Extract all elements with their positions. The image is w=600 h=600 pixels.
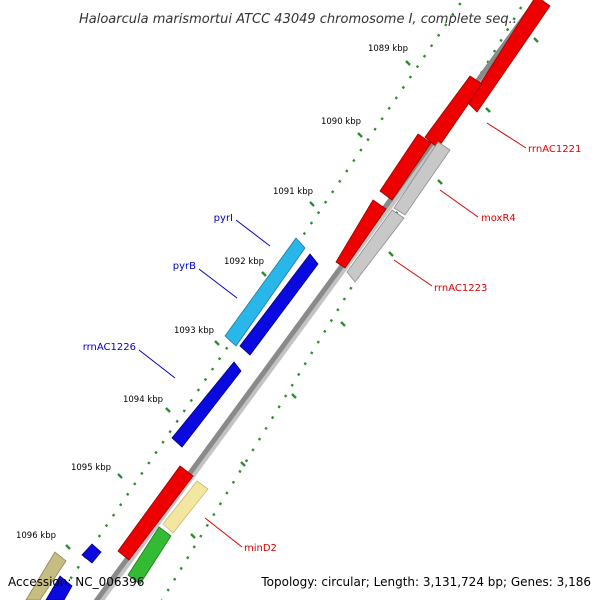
tick-label-1096: 1096 kbp (16, 531, 56, 541)
leader-rrnAC1221 (486, 122, 527, 149)
gene-arrow-blue-bottom[interactable] (45, 575, 73, 600)
tick-label-1090: 1090 kbp (321, 117, 361, 127)
tick-mark (240, 461, 246, 467)
gene-arrow-green[interactable] (127, 526, 172, 585)
tick-mark (291, 393, 297, 399)
gene-label-rrnAC1226[interactable]: rrnAC1226 (83, 342, 136, 353)
tick-mark (117, 473, 123, 479)
gene-label-pyrB[interactable]: pyrB (173, 261, 196, 272)
tick-mark (261, 271, 267, 277)
leader-rrnAC1223 (393, 259, 433, 287)
leader-minD2 (204, 517, 243, 548)
tick-mark (533, 37, 539, 43)
tick-label-1089: 1089 kbp (368, 44, 408, 54)
tick-mark (340, 321, 346, 327)
tick-label-1091: 1091 kbp (273, 187, 313, 197)
gene-label-minD2[interactable]: minD2 (244, 543, 277, 554)
outer-scale-track (160, 0, 527, 600)
gene-arrow-grey-2[interactable] (346, 209, 405, 283)
tick-label-1095: 1095 kbp (71, 463, 111, 473)
tick-mark (214, 340, 220, 346)
leader-pyrI (235, 219, 271, 247)
tick-label-1093: 1093 kbp (174, 326, 214, 336)
gene-arrow-rrnAC1226[interactable] (171, 361, 242, 448)
tick-mark (388, 251, 394, 257)
tick-mark (309, 201, 315, 207)
gene-arrow-red-2[interactable] (424, 75, 483, 149)
label-leaders (138, 122, 527, 548)
tick-mark (190, 533, 196, 539)
gene-arrow-blue-1[interactable] (239, 253, 319, 356)
reverse-strand-genes (25, 237, 319, 600)
gene-arrow-pyrI[interactable] (224, 237, 306, 347)
leader-rrnAC1226 (138, 349, 176, 379)
leader-pyrB (198, 268, 238, 299)
gene-arrow-red-lower[interactable] (117, 465, 194, 561)
gene-arrow-moxR4[interactable] (393, 141, 451, 216)
gene-arrow-rrnAC1223[interactable] (335, 199, 387, 269)
tick-mark (485, 107, 491, 113)
genome-summary-text: Topology: circular; Length: 3,131,724 bp… (260, 575, 591, 589)
tick-mark (357, 132, 363, 138)
tick-label-1092: 1092 kbp (224, 257, 264, 267)
gene-label-moxR4[interactable]: moxR4 (481, 213, 516, 224)
leader-moxR4 (439, 189, 479, 218)
tick-mark (165, 407, 171, 413)
gene-arrow-rrnAC1221[interactable] (467, 0, 551, 113)
gene-label-pyrI[interactable]: pyrI (214, 213, 233, 224)
gene-arrow-blue-small[interactable] (81, 543, 102, 564)
tick-label-1094: 1094 kbp (123, 395, 163, 405)
gene-arrow-red-3[interactable] (379, 133, 432, 201)
tick-mark (405, 60, 411, 66)
accession-text: Accession: NC_006396 (8, 575, 144, 589)
tick-mark (437, 179, 443, 185)
gene-arrow-olive[interactable] (25, 551, 67, 600)
gene-label-rrnAC1223[interactable]: rrnAC1223 (434, 283, 487, 294)
map-title: Haloarcula marismortui ATCC 43049 chromo… (79, 12, 521, 27)
gene-arrow-minD2[interactable] (162, 480, 209, 534)
forward-strand-genes (117, 0, 551, 585)
gene-label-rrnAC1221[interactable]: rrnAC1221 (528, 144, 581, 155)
tick-marks (65, 37, 539, 550)
tick-mark (65, 544, 71, 550)
